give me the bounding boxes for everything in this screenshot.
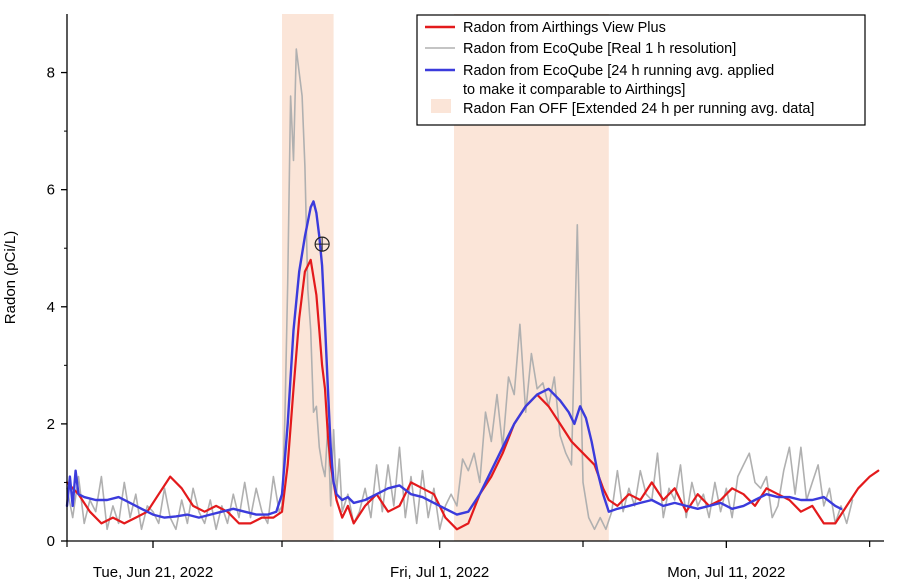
series-line-2 [65, 258, 880, 531]
legend-box [416, 14, 866, 126]
series-line-3 [65, 200, 843, 519]
y-tick-label: 6 [47, 182, 55, 199]
x-tick-label: Fri, Jul 1, 2022 [390, 564, 489, 581]
legend-entry-1: Radon from Airthings View Plus [463, 20, 666, 36]
y-axis-label: Radon (pCi/L) [2, 231, 19, 324]
legend-entry-4: Radon Fan OFF [Extended 24 h per running… [463, 101, 814, 117]
y-tick-label: 8 [47, 65, 55, 82]
x-tick-label: Tue, Jun 21, 2022 [93, 564, 213, 581]
y-tick-label: 2 [47, 416, 55, 433]
y-tick-label: 4 [47, 299, 55, 316]
y-tick-label: 0 [47, 533, 55, 550]
x-tick-label: Mon, Jul 11, 2022 [667, 564, 785, 581]
peak-marker [314, 236, 330, 252]
legend-swatch-4 [431, 99, 451, 113]
axes: 0 2 4 6 8 Radon (pCi/L) Tue, Jun 21, 2022 Fri, … [2, 14, 884, 581]
legend-entry-3: Radon from EcoQube [24 h running avg. ap… [463, 63, 774, 79]
legend: Radon from Airthings View Plus Radon from… [416, 14, 866, 126]
legend-entry-3-line2: to make it comparable to Airthings] [463, 82, 685, 98]
legend-entry-2: Radon from EcoQube [Real 1 h resolution] [463, 41, 736, 57]
series-lines [65, 48, 880, 531]
